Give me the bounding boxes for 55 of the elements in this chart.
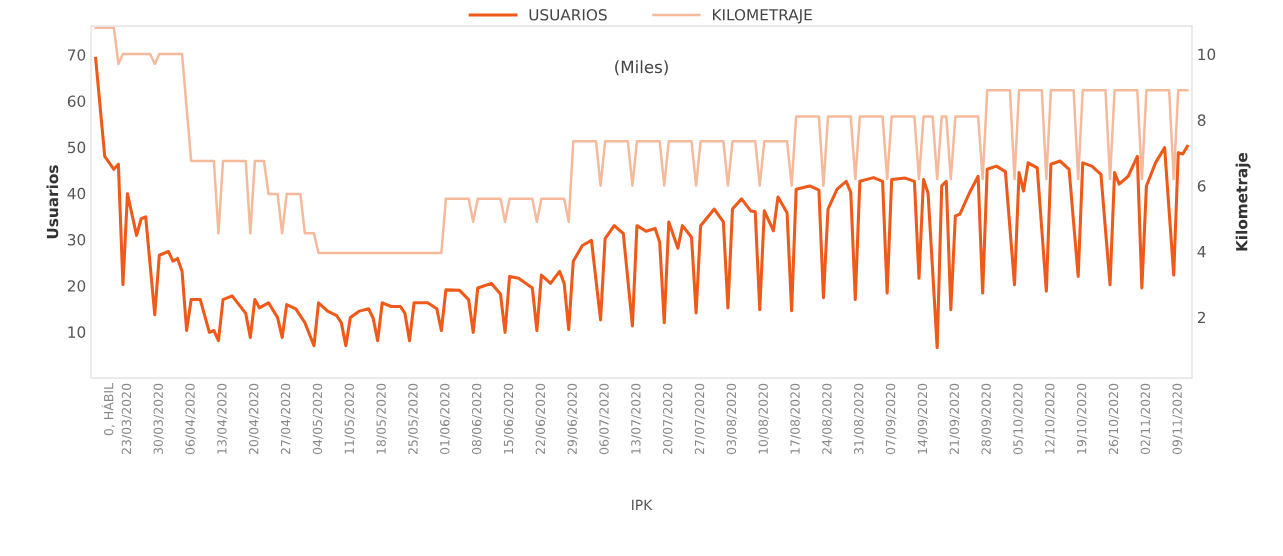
x-tick-label: 08/06/2020 — [471, 383, 483, 455]
x-tick-label: 27/04/2020 — [280, 383, 292, 455]
line-series — [94, 56, 1189, 350]
legend-label: USUARIOS — [529, 9, 607, 21]
y2-axis-title: Kilometraje — [1235, 152, 1251, 251]
x-tick-label: 26/10/2020 — [1108, 383, 1120, 455]
y2-tick-label: 2 — [1197, 311, 1205, 324]
x-tick-label: 06/07/2020 — [599, 383, 610, 455]
legend-label: KILOMETRAJE — [713, 9, 812, 24]
x-tick-label: 17/08/2020 — [790, 383, 801, 454]
line-series — [94, 26, 1189, 255]
x-tick-label: 15/06/2020 — [503, 383, 515, 454]
x-tick-label: 09/11/2020 — [1172, 383, 1183, 455]
x-tick-label: 10/08/2020 — [758, 383, 769, 454]
x-tick-label: 04/05/2020 — [312, 383, 324, 455]
x-tick-label: 03/08/2020 — [726, 383, 738, 455]
x-tick-label: 30/03/2020 — [153, 383, 164, 455]
y-tick-label: 50 — [67, 141, 86, 154]
y-tick-label: 10 — [68, 326, 86, 338]
x-tick-label: 29/06/2020 — [567, 383, 578, 455]
x-tick-label: 06/04/2020 — [185, 383, 196, 455]
x-tick-label: 21/09/2020 — [949, 383, 960, 455]
x-tick-label: 01/06/2020 — [440, 383, 451, 455]
x-tick-label: 18/05/2020 — [376, 383, 387, 454]
y-axis-title: Usuarios — [46, 165, 59, 239]
x-tick-label: 25/05/2020 — [408, 383, 419, 455]
y-tick-label: 60 — [67, 95, 86, 107]
y2-tick-label: 8 — [1197, 114, 1206, 126]
text: (Miles) — [615, 60, 668, 76]
x-tick-label: 11/05/2020 — [344, 383, 355, 454]
y-tick-label: 20 — [67, 280, 86, 292]
x-tick-label: 23/03/2020 — [121, 383, 133, 455]
x-tick-label: 28/09/2020 — [981, 383, 992, 455]
y-tick-label: 70 — [68, 49, 86, 61]
x-tick-label: 05/10/2020 — [1013, 383, 1024, 455]
y2-tick-label: 4 — [1197, 246, 1206, 258]
y-tick-label: 30 — [67, 233, 86, 246]
x-tick-label: 20/04/2020 — [249, 383, 260, 455]
x-tick-label: 07/09/2020 — [885, 383, 897, 455]
x-tick-label: 31/08/2020 — [854, 383, 865, 455]
x-axis-title: IPK — [632, 499, 653, 510]
x-tick-label: 12/10/2020 — [1045, 383, 1056, 454]
x-tick-label: 27/07/2020 — [694, 383, 706, 455]
y2-tick-label: 10 — [1198, 48, 1216, 61]
y2-tick-label: 6 — [1197, 180, 1206, 192]
y-tick-label: 40 — [67, 187, 86, 200]
x-tick-label: 13/07/2020 — [631, 383, 642, 454]
x-tick-label: 22/06/2020 — [535, 383, 547, 455]
x-tick-label: 24/08/2020 — [822, 383, 833, 455]
x-tick-label: 0, HÁBIL — [101, 383, 115, 436]
x-tick-label: 14/09/2020 — [917, 383, 929, 454]
x-tick-label: 19/10/2020 — [1076, 383, 1088, 454]
x-tick-label: 13/04/2020 — [217, 383, 228, 454]
x-tick-label: 02/11/2020 — [1140, 383, 1152, 455]
x-tick-label: 20/07/2020 — [662, 383, 674, 455]
